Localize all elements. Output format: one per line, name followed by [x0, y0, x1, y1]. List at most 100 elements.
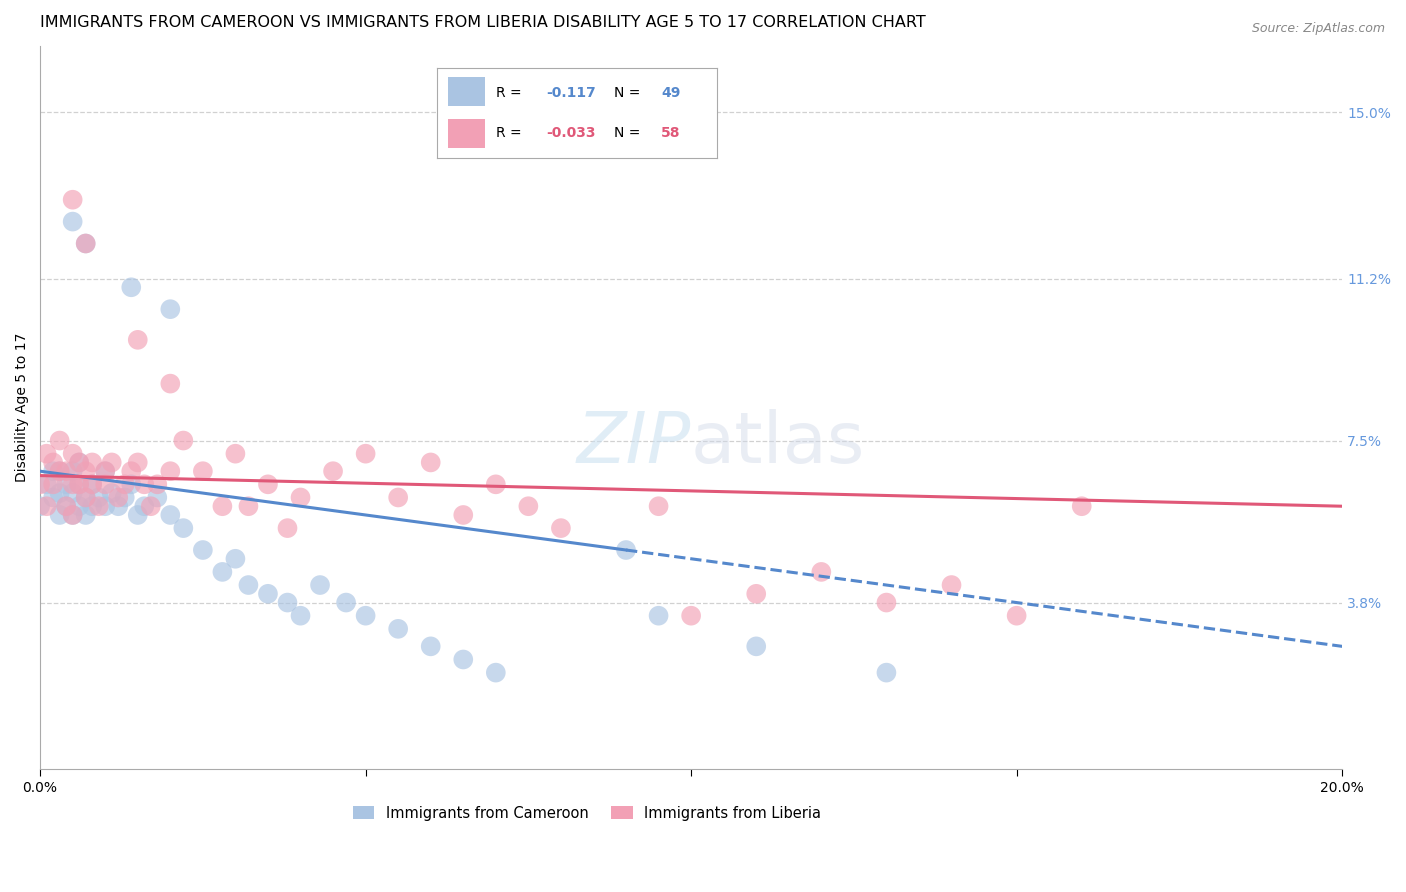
Point: [100, 455, 122, 469]
Point: [94, 500, 117, 514]
Point: [67, 477, 90, 491]
Point: [55, 477, 77, 491]
Point: [30, 500, 52, 514]
Point: [134, 500, 156, 514]
Text: IMMIGRANTS FROM CAMEROON VS IMMIGRANTS FROM LIBERIA DISABILITY AGE 5 TO 17 CORRE: IMMIGRANTS FROM CAMEROON VS IMMIGRANTS F…: [41, 15, 927, 30]
Point: [82, 477, 104, 491]
Point: [238, 500, 260, 514]
Point: [810, 565, 832, 579]
Point: [62, 464, 84, 478]
Legend: Immigrants from Cameroon, Immigrants from Liberia: Immigrants from Cameroon, Immigrants fro…: [347, 800, 827, 827]
Point: [120, 280, 142, 294]
Point: [309, 578, 332, 592]
Point: [172, 521, 194, 535]
Point: [550, 521, 572, 535]
Point: [647, 500, 669, 514]
Point: [35, 477, 58, 491]
Point: [62, 447, 84, 461]
Point: [257, 587, 280, 601]
Point: [67, 477, 90, 491]
Point: [35, 447, 58, 461]
Point: [67, 455, 90, 469]
Point: [485, 665, 508, 680]
Point: [354, 608, 377, 623]
Point: [745, 587, 768, 601]
Point: [387, 622, 409, 636]
Point: [94, 464, 117, 478]
Point: [387, 491, 409, 505]
Point: [159, 464, 181, 478]
Point: [211, 565, 233, 579]
Point: [1005, 608, 1028, 623]
Point: [62, 486, 84, 500]
Point: [290, 608, 312, 623]
Point: [146, 477, 169, 491]
Point: [55, 464, 77, 478]
Point: [159, 508, 181, 522]
Point: [48, 508, 70, 522]
Point: [48, 464, 70, 478]
Point: [107, 491, 129, 505]
Point: [322, 464, 344, 478]
Point: [172, 434, 194, 448]
Point: [75, 464, 97, 478]
Point: [62, 214, 84, 228]
Point: [75, 236, 97, 251]
Point: [67, 500, 90, 514]
Text: Source: ZipAtlas.com: Source: ZipAtlas.com: [1251, 22, 1385, 36]
Point: [62, 477, 84, 491]
Point: [55, 500, 77, 514]
Point: [1070, 500, 1092, 514]
Point: [62, 508, 84, 522]
Point: [62, 508, 84, 522]
Point: [127, 508, 149, 522]
Text: ZIP: ZIP: [576, 409, 692, 478]
Point: [451, 652, 474, 666]
Point: [120, 464, 142, 478]
Point: [941, 578, 963, 592]
Point: [191, 543, 214, 558]
Point: [159, 302, 181, 317]
Point: [354, 447, 377, 461]
Point: [87, 491, 110, 505]
Point: [107, 500, 129, 514]
Point: [211, 500, 233, 514]
Point: [745, 640, 768, 654]
Point: [127, 333, 149, 347]
Point: [485, 477, 508, 491]
Point: [517, 500, 540, 514]
Point: [127, 455, 149, 469]
Point: [55, 500, 77, 514]
Point: [120, 477, 142, 491]
Point: [42, 455, 65, 469]
Point: [100, 486, 122, 500]
Point: [75, 491, 97, 505]
Point: [419, 455, 441, 469]
Point: [30, 477, 52, 491]
Point: [82, 455, 104, 469]
Point: [159, 376, 181, 391]
Point: [224, 447, 246, 461]
Point: [87, 500, 110, 514]
Point: [335, 596, 357, 610]
Point: [419, 640, 441, 654]
Point: [114, 491, 136, 505]
Point: [224, 551, 246, 566]
Point: [451, 508, 474, 522]
Point: [257, 477, 280, 491]
Point: [191, 464, 214, 478]
Text: atlas: atlas: [692, 409, 866, 478]
Point: [875, 596, 897, 610]
Point: [94, 477, 117, 491]
Point: [75, 491, 97, 505]
Point: [42, 491, 65, 505]
Point: [134, 477, 156, 491]
Point: [48, 434, 70, 448]
Y-axis label: Disability Age 5 to 17: Disability Age 5 to 17: [15, 333, 30, 483]
Point: [42, 464, 65, 478]
Point: [114, 477, 136, 491]
Point: [139, 500, 162, 514]
Point: [67, 455, 90, 469]
Point: [62, 193, 84, 207]
Point: [647, 608, 669, 623]
